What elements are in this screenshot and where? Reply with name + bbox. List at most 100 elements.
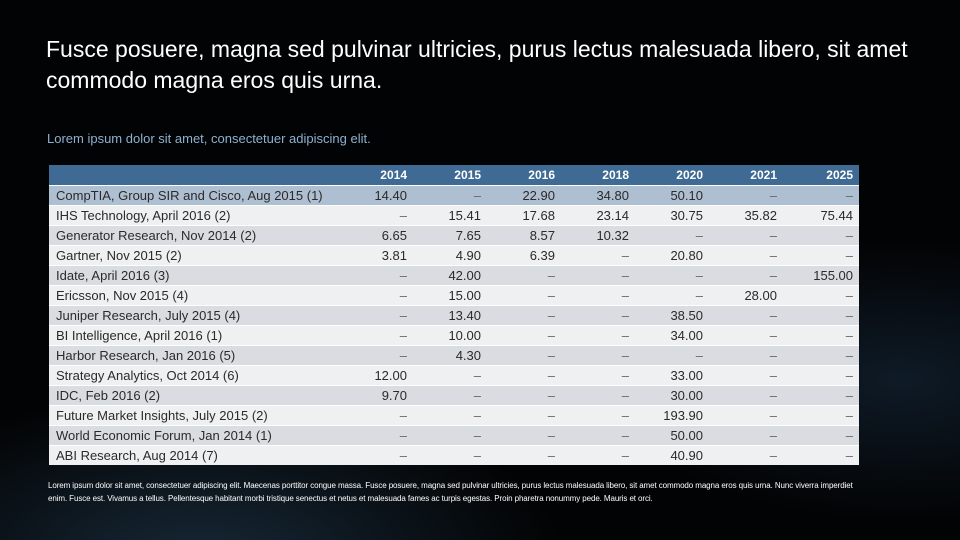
value-cell: – — [709, 345, 783, 366]
value-cell: 9.70 — [339, 385, 413, 406]
value-cell: – — [339, 205, 413, 226]
value-cell: 34.00 — [635, 325, 709, 346]
table-row: Juniper Research, July 2015 (4) –13.40– –3… — [49, 305, 859, 326]
footer-text: Lorem ipsum dolor sit amet, consectetuer… — [48, 481, 853, 503]
column-header-year: 2015 — [413, 165, 487, 186]
value-cell: 20.80 — [635, 245, 709, 266]
value-cell: – — [487, 445, 561, 465]
value-cell: – — [709, 445, 783, 465]
value-cell: 35.82 — [709, 205, 783, 226]
row-source-cell: ABI Research, Aug 2014 (7) — [49, 445, 339, 465]
value-cell: – — [783, 285, 859, 306]
value-cell: – — [709, 405, 783, 426]
value-cell: – — [635, 225, 709, 246]
value-cell: – — [783, 305, 859, 326]
table-row: Gartner, Nov 2015 (2) 3.81 4.90 6.39–20.80–… — [49, 245, 859, 266]
value-cell: – — [635, 265, 709, 286]
data-table: 2014 2015 2016 2018 2020 2021 2025 CompTIA, Gr… — [49, 165, 859, 465]
table-body: CompTIA, Group SIR and Cisco, Aug 2015 (… — [49, 185, 859, 465]
row-source-cell: IDC, Feb 2016 (2) — [49, 385, 339, 406]
value-cell: 155.00 — [783, 265, 859, 286]
value-cell: – — [561, 345, 635, 366]
table-row: Harbor Research, Jan 2016 (5) –4.30– – – – – — [49, 345, 859, 366]
value-cell: 38.50 — [635, 305, 709, 326]
value-cell: 50.00 — [635, 425, 709, 446]
value-cell: – — [635, 345, 709, 366]
value-cell: 6.65 — [339, 225, 413, 246]
value-cell: 13.40 — [413, 305, 487, 326]
row-source-cell: Idate, April 2016 (3) — [49, 265, 339, 286]
table-row: Ericsson, Nov 2015 (4) –15.00– – –28.00– — [49, 285, 859, 306]
column-header-year: 2025 — [783, 165, 859, 186]
value-cell: 28.00 — [709, 285, 783, 306]
table-row: Future Market Insights, July 2015 (2) – – –… — [49, 405, 859, 426]
value-cell: – — [783, 445, 859, 465]
row-source-cell: Strategy Analytics, Oct 2014 (6) — [49, 365, 339, 386]
value-cell: – — [487, 325, 561, 346]
value-cell: – — [561, 305, 635, 326]
value-cell: – — [487, 425, 561, 446]
value-cell: 193.90 — [635, 405, 709, 426]
value-cell: – — [339, 325, 413, 346]
value-cell: – — [561, 265, 635, 286]
value-cell: – — [709, 365, 783, 386]
value-cell: 33.00 — [635, 365, 709, 386]
value-cell: – — [487, 345, 561, 366]
value-cell: – — [561, 405, 635, 426]
value-cell: – — [339, 405, 413, 426]
table-row: IHS Technology, April 2016 (2) –15.41 17.6… — [49, 205, 859, 226]
column-header-year: 2020 — [635, 165, 709, 186]
value-cell: 75.44 — [783, 205, 859, 226]
value-cell: – — [561, 365, 635, 386]
value-cell: 6.39 — [487, 245, 561, 266]
row-source-cell: CompTIA, Group SIR and Cisco, Aug 2015 (… — [49, 185, 339, 206]
column-header-year: 2014 — [339, 165, 413, 186]
row-source-cell: Ericsson, Nov 2015 (4) — [49, 285, 339, 306]
value-cell: – — [413, 405, 487, 426]
row-source-cell: Juniper Research, July 2015 (4) — [49, 305, 339, 326]
value-cell: – — [561, 245, 635, 266]
table-row: BI Intelligence, April 2016 (1) –10.00– –3… — [49, 325, 859, 346]
value-cell: 17.68 — [487, 205, 561, 226]
value-cell: 10.32 — [561, 225, 635, 246]
value-cell: 23.14 — [561, 205, 635, 226]
table-row: ABI Research, Aug 2014 (7) – – – –40.90– – — [49, 445, 859, 465]
value-cell: – — [709, 245, 783, 266]
value-cell: 40.90 — [635, 445, 709, 465]
value-cell: – — [783, 185, 859, 206]
value-cell: – — [413, 365, 487, 386]
value-cell: – — [413, 425, 487, 446]
value-cell: – — [487, 285, 561, 306]
value-cell: 14.40 — [339, 185, 413, 206]
row-source-cell: Gartner, Nov 2015 (2) — [49, 245, 339, 266]
value-cell: – — [413, 185, 487, 206]
value-cell: – — [487, 265, 561, 286]
value-cell: – — [783, 325, 859, 346]
value-cell: – — [709, 185, 783, 206]
value-cell: – — [783, 425, 859, 446]
value-cell: 42.00 — [413, 265, 487, 286]
row-source-cell: BI Intelligence, April 2016 (1) — [49, 325, 339, 346]
column-header-year: 2016 — [487, 165, 561, 186]
column-header-year: 2021 — [709, 165, 783, 186]
value-cell: 8.57 — [487, 225, 561, 246]
value-cell: 30.00 — [635, 385, 709, 406]
value-cell: 4.30 — [413, 345, 487, 366]
value-cell: – — [413, 385, 487, 406]
table-row: World Economic Forum, Jan 2014 (1) – – – –50… — [49, 425, 859, 446]
value-cell: – — [709, 385, 783, 406]
value-cell: – — [339, 305, 413, 326]
row-source-cell: Harbor Research, Jan 2016 (5) — [49, 345, 339, 366]
value-cell: – — [487, 365, 561, 386]
table-row: Idate, April 2016 (3) –42.00– – – –155.00 — [49, 265, 859, 286]
value-cell: – — [709, 265, 783, 286]
value-cell: 10.00 — [413, 325, 487, 346]
value-cell: – — [339, 285, 413, 306]
column-header-year: 2018 — [561, 165, 635, 186]
value-cell: – — [339, 345, 413, 366]
row-source-cell: World Economic Forum, Jan 2014 (1) — [49, 425, 339, 446]
value-cell: 34.80 — [561, 185, 635, 206]
value-cell: – — [339, 265, 413, 286]
value-cell: – — [487, 305, 561, 326]
table-row: IDC, Feb 2016 (2) 9.70– – –30.00– – — [49, 385, 859, 406]
